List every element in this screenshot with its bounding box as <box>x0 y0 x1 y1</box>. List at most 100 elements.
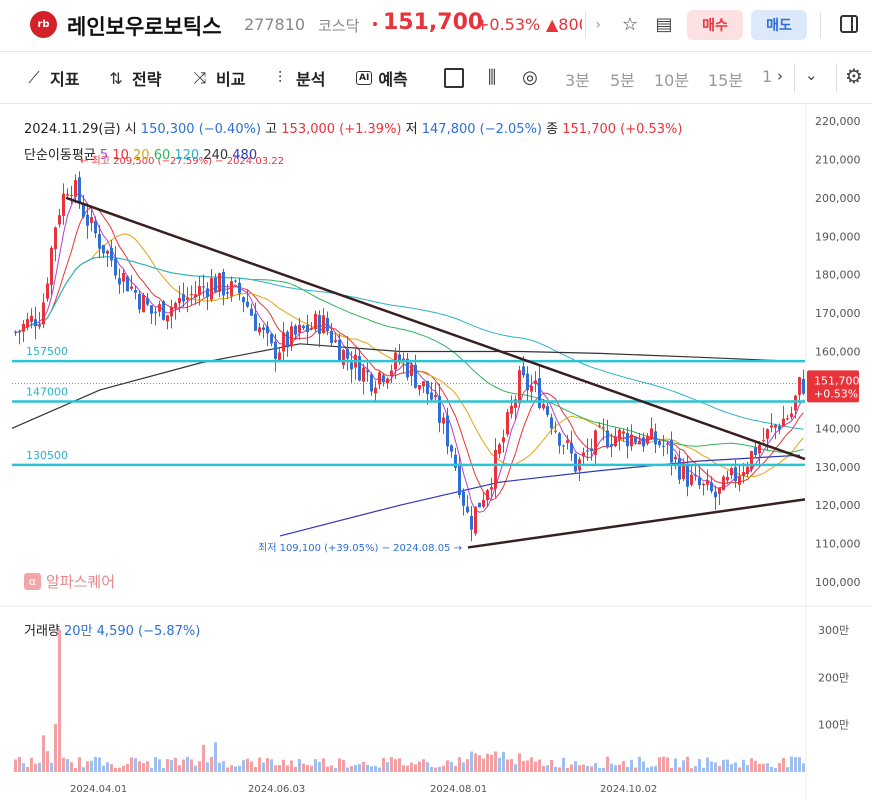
toolbar-analysis[interactable]: ⫶ 분석 <box>270 66 325 90</box>
candle-body <box>66 194 69 196</box>
toolbar-indicator[interactable]: ⟋ 지표 <box>24 66 79 90</box>
volume-bar <box>654 765 657 772</box>
toolbar-label: 분석 <box>296 70 326 89</box>
candle-body <box>82 204 85 217</box>
volume-bar <box>414 764 417 772</box>
volume-tick-label: 200만 <box>818 671 849 684</box>
candle-body <box>686 463 689 487</box>
candle-body <box>326 318 329 331</box>
volume-bar <box>730 764 733 772</box>
candle-body <box>102 245 105 254</box>
candle-body <box>306 324 309 333</box>
volume-bar <box>314 759 317 772</box>
candle-body <box>194 294 197 298</box>
chevron-right-icon[interactable]: › <box>585 12 601 38</box>
volume-bar <box>430 766 433 772</box>
candle-body <box>266 326 269 334</box>
buy-button[interactable]: 매수 <box>687 10 743 40</box>
candle-body <box>730 468 733 475</box>
candle-body <box>230 281 233 297</box>
volume-bar <box>354 764 357 772</box>
volume-bar <box>230 765 233 772</box>
volume-bar <box>370 766 373 772</box>
sell-button[interactable]: 매도 <box>751 10 807 40</box>
volume-bar <box>238 765 241 772</box>
timeframe-3m[interactable]: 3분 <box>565 71 590 90</box>
current-price-tag-text: 151,700 <box>814 374 860 387</box>
volume-bar <box>278 765 281 772</box>
compare-icon: ⤨ <box>193 68 207 87</box>
volume-bar <box>70 762 73 772</box>
toolbar-compare[interactable]: ⤨ 비교 <box>190 66 246 90</box>
ma-period[interactable]: 60 <box>153 148 175 163</box>
candle-body <box>514 399 517 408</box>
alphasquare-watermark: α 알파스퀘어 <box>24 571 115 592</box>
volume-bar <box>162 768 165 772</box>
volume-bar <box>790 756 793 772</box>
gear-icon[interactable]: ⚙ <box>845 64 863 88</box>
ma-period[interactable]: 480 <box>232 148 258 163</box>
candle-body <box>674 456 677 460</box>
ma-period[interactable]: 20 <box>133 148 154 163</box>
volume-bar <box>126 763 129 772</box>
volume-bar <box>466 759 469 772</box>
candle-body <box>518 370 521 404</box>
ma-legend[interactable]: 단순이동평균 5 10 20 60 120 240 480 <box>24 144 257 163</box>
toolbar-label: 전략 <box>132 70 162 89</box>
candle-body <box>214 277 217 292</box>
volume-bar <box>758 763 761 772</box>
volume-bar <box>726 759 729 772</box>
volume-bar <box>590 766 593 772</box>
candle-body <box>618 429 621 440</box>
ma-period[interactable]: 120 <box>174 148 204 163</box>
candle-body <box>722 476 725 491</box>
y-tick-label: 180,000 <box>815 269 861 282</box>
timeframe-1[interactable]: 1 <box>762 67 773 86</box>
volume-bar <box>702 767 705 772</box>
volume-bar <box>318 761 321 772</box>
chevron-right-icon[interactable]: › <box>777 67 783 85</box>
candle-body <box>14 331 17 333</box>
candle-body <box>434 395 437 398</box>
volume-bar <box>646 767 649 772</box>
volume-bar <box>178 765 181 772</box>
volume-bar <box>390 757 393 772</box>
volume-bar <box>606 756 609 772</box>
ma-line <box>15 233 804 478</box>
candlestick-icon[interactable]: ⫼ <box>487 67 497 88</box>
volume-bar <box>566 767 569 772</box>
toolbar-strategy[interactable]: ⇅ 전략 <box>106 66 161 90</box>
chart-toolbar: ⟋ 지표 ⇅ 전략 ⤨ 비교 ⫶ 분석 AI 예측 <box>0 52 872 104</box>
ma-period[interactable]: 10 <box>112 148 133 163</box>
clipboard-icon[interactable]: ▤ <box>655 14 673 35</box>
volume-bar <box>110 764 113 772</box>
candle-body <box>342 350 345 365</box>
stock-name[interactable]: 레인보우로보틱스 <box>67 15 222 39</box>
candle-body <box>638 440 641 445</box>
volume-bar <box>510 759 513 772</box>
x-tick-label: 2024.08.01 <box>430 784 487 795</box>
checkbox-icon[interactable] <box>444 68 464 88</box>
candle-body <box>242 297 245 303</box>
toolbar-forecast[interactable]: AI 예측 <box>356 66 408 90</box>
timeframe-10m[interactable]: 10분 <box>654 71 690 90</box>
ma-period[interactable]: 5 <box>99 148 113 163</box>
candle-body <box>738 476 741 485</box>
ma-period[interactable]: 240 <box>203 148 233 163</box>
candle-body <box>70 194 73 196</box>
change-amount: ▲800 <box>546 15 582 34</box>
timeframe-15m[interactable]: 15분 <box>708 71 744 90</box>
volume-bar <box>638 756 641 772</box>
star-icon[interactable]: ☆ <box>621 14 639 35</box>
camera-icon[interactable]: ◎ <box>522 67 538 88</box>
market-label: 코스닥 <box>318 17 360 35</box>
chevron-down-icon[interactable]: ⌄ <box>805 66 818 84</box>
candle-body <box>522 366 525 376</box>
panel-icon[interactable] <box>840 15 858 33</box>
volume-bar <box>706 757 709 772</box>
volume-bar <box>330 765 333 772</box>
volume-bar <box>554 766 557 772</box>
timeframe-5m[interactable]: 5분 <box>610 71 635 90</box>
candle-body <box>50 247 53 285</box>
